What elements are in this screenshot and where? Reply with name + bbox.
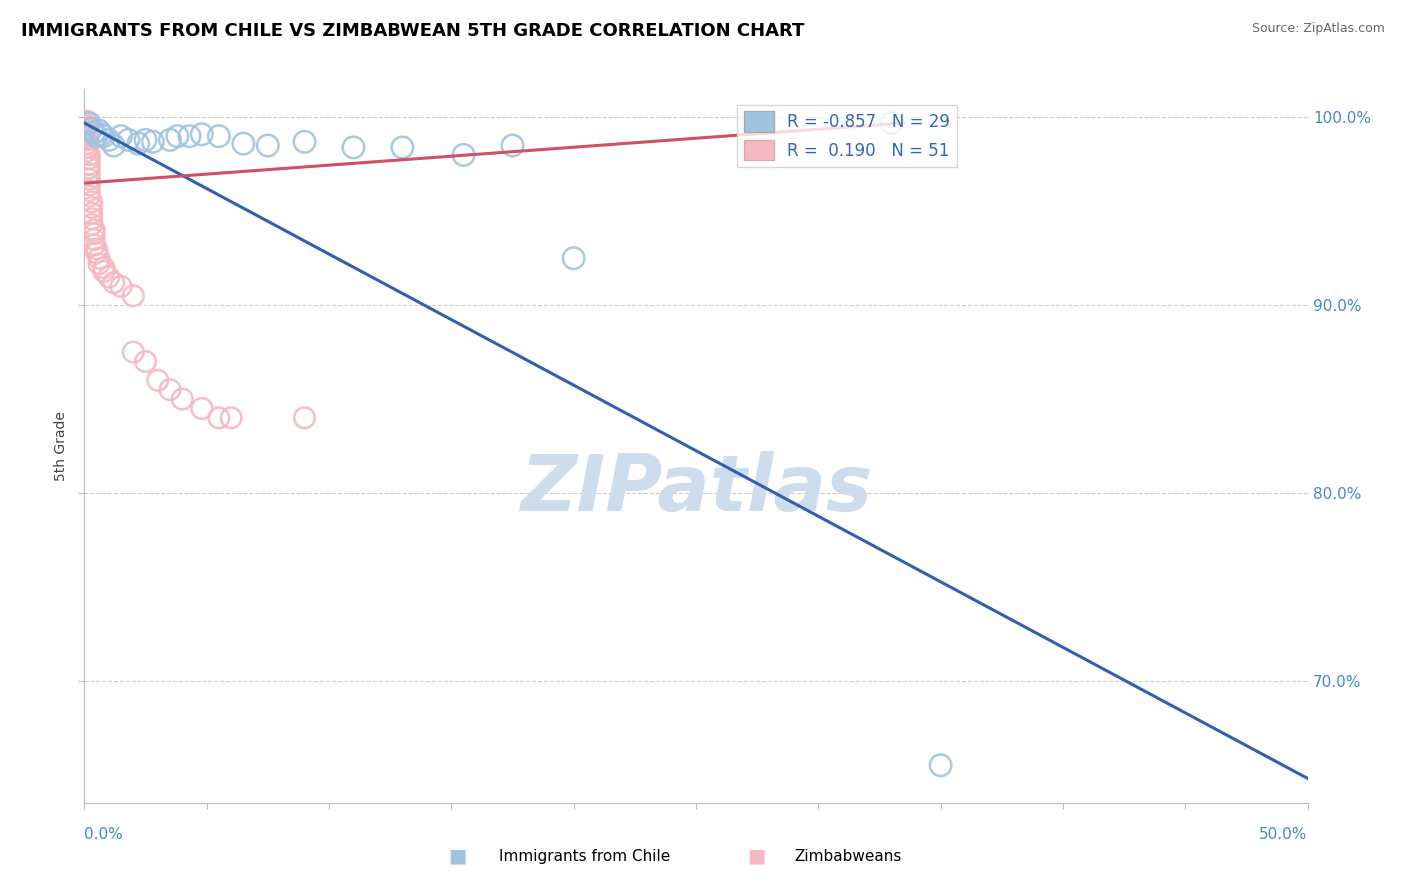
Point [453,148,475,162]
Point [122,345,145,359]
Point [93,264,115,278]
Point [191,128,214,142]
Point [77,152,100,166]
Point [110,129,132,144]
Point [77,172,100,186]
Point [77,178,100,192]
Point [83,223,105,237]
Point [929,758,952,772]
Point [76,128,98,142]
Point [127,136,149,151]
Point [83,238,105,252]
Point [562,251,585,265]
Point [159,133,181,147]
Text: ■: ■ [447,847,467,866]
Point [86,245,108,260]
Point [87,123,110,137]
Point [77,148,100,162]
Point [83,227,105,241]
Point [166,129,188,144]
Point [77,189,100,203]
Point [76,114,98,128]
Point [76,129,98,144]
Point [135,133,157,147]
Text: ZIPatlas: ZIPatlas [520,450,872,527]
Point [179,129,201,144]
Point [83,232,105,246]
Text: ■: ■ [747,847,766,866]
Legend: R = -0.857   N = 29, R =  0.190   N = 51: R = -0.857 N = 29, R = 0.190 N = 51 [737,104,956,167]
Point [880,116,903,130]
Point [142,135,165,149]
Point [135,354,157,368]
Point [232,136,254,151]
Text: 50.0%: 50.0% [1260,827,1308,842]
Point [87,251,110,265]
Text: Immigrants from Chile: Immigrants from Chile [499,849,671,863]
Point [80,121,103,136]
Point [77,157,100,171]
Point [86,242,108,256]
Y-axis label: 5th Grade: 5th Grade [55,411,69,481]
Text: IMMIGRANTS FROM CHILE VS ZIMBABWEAN 5TH GRADE CORRELATION CHART: IMMIGRANTS FROM CHILE VS ZIMBABWEAN 5TH … [21,22,804,40]
Point [76,133,98,147]
Point [77,184,100,198]
Point [76,121,98,136]
Point [76,120,98,134]
Point [90,128,112,142]
Point [122,289,145,303]
Point [191,401,214,416]
Point [97,270,120,285]
Point [146,373,169,387]
Point [80,194,103,209]
Point [391,140,413,154]
Point [93,260,115,275]
Point [342,140,364,154]
Text: Zimbabweans: Zimbabweans [794,849,901,863]
Point [86,129,108,144]
Point [76,118,98,132]
Point [87,257,110,271]
Point [93,129,115,144]
Point [117,133,139,147]
Point [97,133,120,147]
Point [76,116,98,130]
Point [76,140,98,154]
Point [294,135,316,149]
Point [208,410,231,425]
Point [257,138,280,153]
Point [219,410,242,425]
Point [502,138,524,153]
Point [76,136,98,151]
Point [110,279,132,293]
Point [83,125,105,139]
Point [76,144,98,158]
Point [76,131,98,145]
Point [294,410,316,425]
Point [172,392,194,406]
Point [77,167,100,181]
Point [103,138,125,153]
Point [76,125,98,139]
Point [208,129,231,144]
Point [80,201,103,215]
Text: Source: ZipAtlas.com: Source: ZipAtlas.com [1251,22,1385,36]
Point [76,123,98,137]
Point [103,276,125,290]
Text: 0.0%: 0.0% [84,827,124,842]
Point [80,211,103,226]
Point [159,383,181,397]
Point [80,206,103,220]
Point [80,218,103,232]
Point [77,116,100,130]
Point [77,161,100,175]
